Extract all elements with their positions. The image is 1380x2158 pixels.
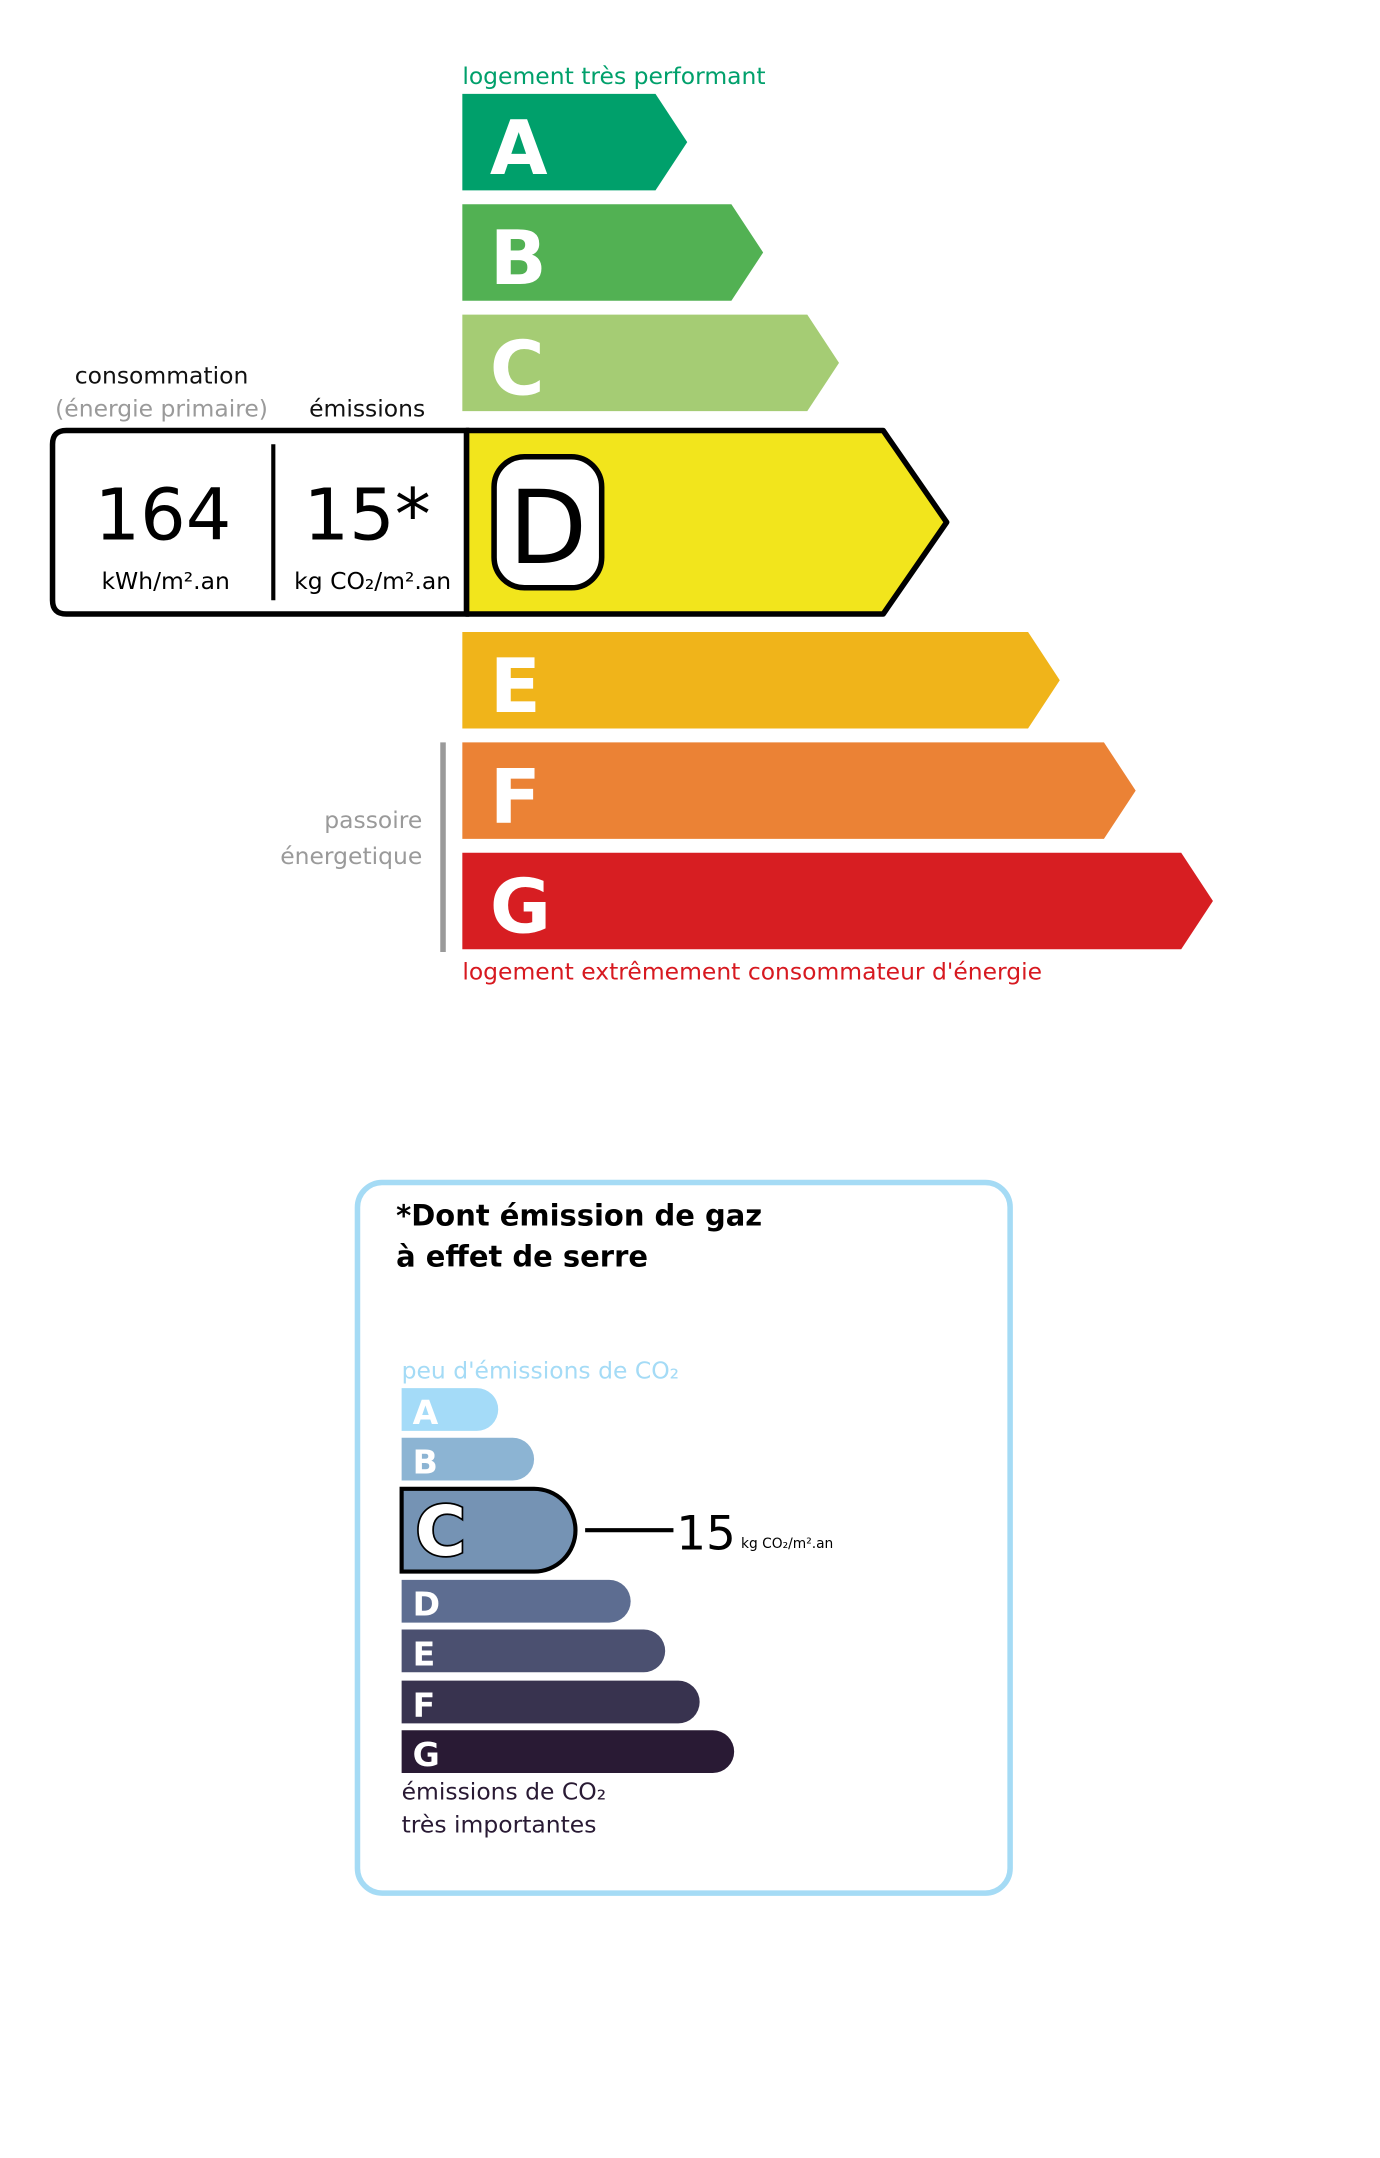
ges-unit: kg CO₂/m².an bbox=[741, 1536, 833, 1552]
ges-class-b: B bbox=[401, 1437, 535, 1482]
energy-class-letter: G bbox=[490, 864, 551, 951]
ges-class-e: E bbox=[401, 1629, 666, 1673]
ges-bar bbox=[401, 1680, 700, 1724]
ges-class-letter: D bbox=[413, 1585, 440, 1624]
energy-arrow bbox=[462, 204, 764, 301]
ges-class-letter: C bbox=[415, 1492, 466, 1572]
ges-bar bbox=[401, 1579, 631, 1623]
ges-bar bbox=[401, 1629, 666, 1673]
ges-class-letter: B bbox=[413, 1443, 438, 1482]
energy-class-letter: B bbox=[490, 215, 547, 302]
consumption-sublabel: (énergie primaire) bbox=[55, 395, 268, 423]
emissions-label: émissions bbox=[309, 395, 425, 423]
ges-class-letter: E bbox=[413, 1634, 436, 1673]
energy-arrow bbox=[462, 742, 1136, 839]
emissions-unit: kg CO₂/m².an bbox=[294, 567, 451, 595]
energy-class-c: C bbox=[462, 314, 840, 413]
energy-class-letter: A bbox=[490, 105, 548, 192]
energy-class-letter: C bbox=[490, 326, 545, 413]
ges-class-c: C bbox=[399, 1486, 578, 1574]
passoire-label-line2: énergetique bbox=[280, 842, 422, 870]
consumption-value: 164 bbox=[94, 472, 231, 556]
current-class-badge bbox=[491, 453, 605, 591]
ges-class-letter: A bbox=[413, 1393, 439, 1432]
ges-class-letter: F bbox=[413, 1685, 436, 1724]
energy-arrow bbox=[462, 852, 1213, 950]
ges-top-label: peu d'émissions de CO₂ bbox=[402, 1356, 679, 1384]
energy-class-g: G bbox=[462, 852, 1213, 951]
ges-class-g: G bbox=[401, 1730, 735, 1774]
ges-bar bbox=[401, 1437, 535, 1481]
ges-bottom-line2: très importantes bbox=[402, 1810, 597, 1838]
energy-arrow bbox=[462, 314, 840, 412]
ges-bottom-line1: émissions de CO₂ bbox=[402, 1777, 607, 1805]
energy-class-b: B bbox=[462, 204, 764, 302]
ges-class-a: A bbox=[401, 1388, 499, 1432]
energy-class-a: A bbox=[462, 93, 688, 192]
passoire-label-line1: passoire bbox=[324, 806, 422, 834]
ges-class-f: F bbox=[401, 1680, 700, 1724]
ges-title-line2: à effet de serre bbox=[396, 1240, 648, 1274]
energy-class-letter: F bbox=[490, 753, 541, 840]
emissions-value: 15* bbox=[304, 472, 431, 556]
ges-bar bbox=[401, 1388, 499, 1431]
consumption-label: consommation bbox=[75, 362, 249, 390]
consumption-unit: kWh/m².an bbox=[101, 567, 229, 595]
energy-arrow bbox=[462, 93, 688, 191]
energy-class-e: E bbox=[462, 631, 1060, 730]
energy-class-d: D bbox=[463, 427, 950, 617]
ges-class-letter: G bbox=[413, 1735, 440, 1774]
energy-bottom-label: logement extrêmement consommateur d'éner… bbox=[462, 958, 1042, 986]
energy-class-letter: D bbox=[509, 469, 588, 588]
energy-class-letter: E bbox=[490, 643, 541, 730]
ges-class-d: D bbox=[401, 1579, 631, 1624]
value-box bbox=[49, 427, 470, 617]
ges-bar bbox=[399, 1486, 578, 1574]
energy-class-f: F bbox=[462, 742, 1136, 840]
ges-value: 15 bbox=[676, 1507, 736, 1562]
energy-arrow bbox=[462, 631, 1060, 729]
energy-top-label: logement très performant bbox=[462, 62, 765, 90]
ges-title-line1: *Dont émission de gaz bbox=[396, 1198, 762, 1232]
ges-bar bbox=[401, 1730, 735, 1774]
